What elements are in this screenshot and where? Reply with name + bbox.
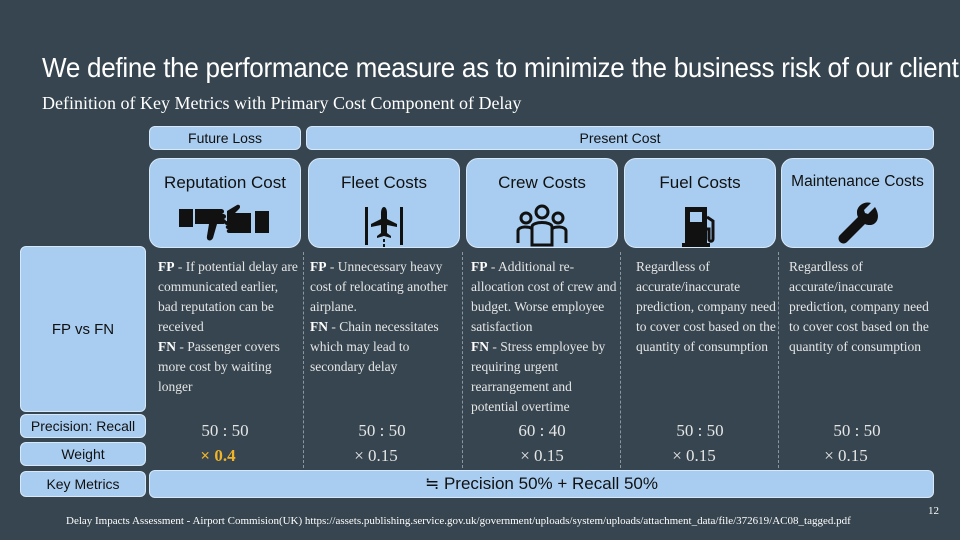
category-crew-costs: Crew Costs: [466, 158, 618, 248]
category-label: Crew Costs: [498, 173, 586, 192]
category-reputation-cost: Reputation Cost: [149, 158, 301, 248]
category-label: Maintenance Costs: [791, 173, 924, 190]
precision-recall-maintenance: 50 : 50: [833, 421, 881, 440]
airplane-icon: [361, 203, 407, 254]
fn-tag: FN: [471, 339, 489, 354]
slide-subtitle: Definition of Key Metrics with Primary C…: [42, 93, 522, 113]
row-label-key-metrics: Key Metrics: [20, 471, 146, 497]
category-label: Fuel Costs: [659, 173, 741, 192]
fp-text: - Additional re-allocation cost of crew …: [471, 259, 617, 334]
fn-text: - Chain necessitates which may lead to s…: [310, 319, 439, 374]
category-maintenance-costs: Maintenance Costs: [781, 158, 934, 248]
fn-text: - Passenger covers more cost by waiting …: [158, 339, 280, 394]
weight-fleet: × 0.15: [354, 446, 398, 465]
header-present-cost: Present Cost: [306, 126, 934, 150]
fp-text: - Unnecessary heavy cost of relocating a…: [310, 259, 448, 314]
fpfn-fuel: Regardless of accurate/inaccurate predic…: [636, 259, 776, 354]
category-fuel-costs: Fuel Costs: [624, 158, 776, 248]
fpfn-crew: FP - Additional re-allocation cost of cr…: [471, 257, 621, 417]
precision-recall-crew: 60 : 40: [518, 421, 566, 440]
crew-icon: [514, 203, 570, 254]
fpfn-reputation: FP - If potential delay are communicated…: [158, 257, 300, 397]
precision-recall-fleet: 50 : 50: [358, 421, 406, 440]
column-divider: [778, 252, 779, 468]
row-label-fp-vs-fn: FP vs FN: [20, 246, 146, 412]
fp-tag: FP: [471, 259, 488, 274]
row-label-weight: Weight: [20, 442, 146, 466]
row-label-precision-recall: Precision: Recall: [20, 414, 146, 438]
fpfn-fleet: FP - Unnecessary heavy cost of relocatin…: [310, 257, 460, 377]
wrench-icon: [835, 201, 881, 252]
precision-recall-reputation: 50 : 50: [201, 421, 249, 440]
precision-recall-fuel: 50 : 50: [676, 421, 724, 440]
thumbs-down-hand-icon: [177, 203, 273, 250]
fn-tag: FN: [310, 319, 328, 334]
fpfn-maintenance: Regardless of accurate/inaccurate predic…: [789, 259, 929, 354]
fn-tag: FN: [158, 339, 176, 354]
fn-text: - Stress employee by requiring urgent re…: [471, 339, 606, 414]
weight-fuel: × 0.15: [672, 446, 716, 465]
fp-text: - If potential delay are communicated ea…: [158, 259, 298, 334]
column-divider: [462, 252, 463, 468]
weight-reputation: × 0.4: [200, 446, 236, 465]
category-fleet-costs: Fleet Costs: [308, 158, 460, 248]
category-label: Reputation Cost: [164, 173, 286, 192]
weight-maintenance: × 0.15: [824, 446, 868, 465]
header-future-loss: Future Loss: [149, 126, 301, 150]
category-label: Fleet Costs: [341, 173, 427, 192]
slide-title: We define the performance measure as to …: [42, 52, 959, 83]
column-divider: [303, 252, 304, 468]
key-metrics-value: ≒ Precision 50% + Recall 50%: [149, 470, 934, 498]
fuel-pump-icon: [680, 203, 720, 254]
fp-tag: FP: [310, 259, 327, 274]
source-footnote: Delay Impacts Assessment - Airport Commi…: [66, 515, 851, 527]
weight-crew: × 0.15: [520, 446, 564, 465]
fp-tag: FP: [158, 259, 175, 274]
column-divider: [620, 252, 621, 468]
page-number: 12: [928, 505, 939, 517]
